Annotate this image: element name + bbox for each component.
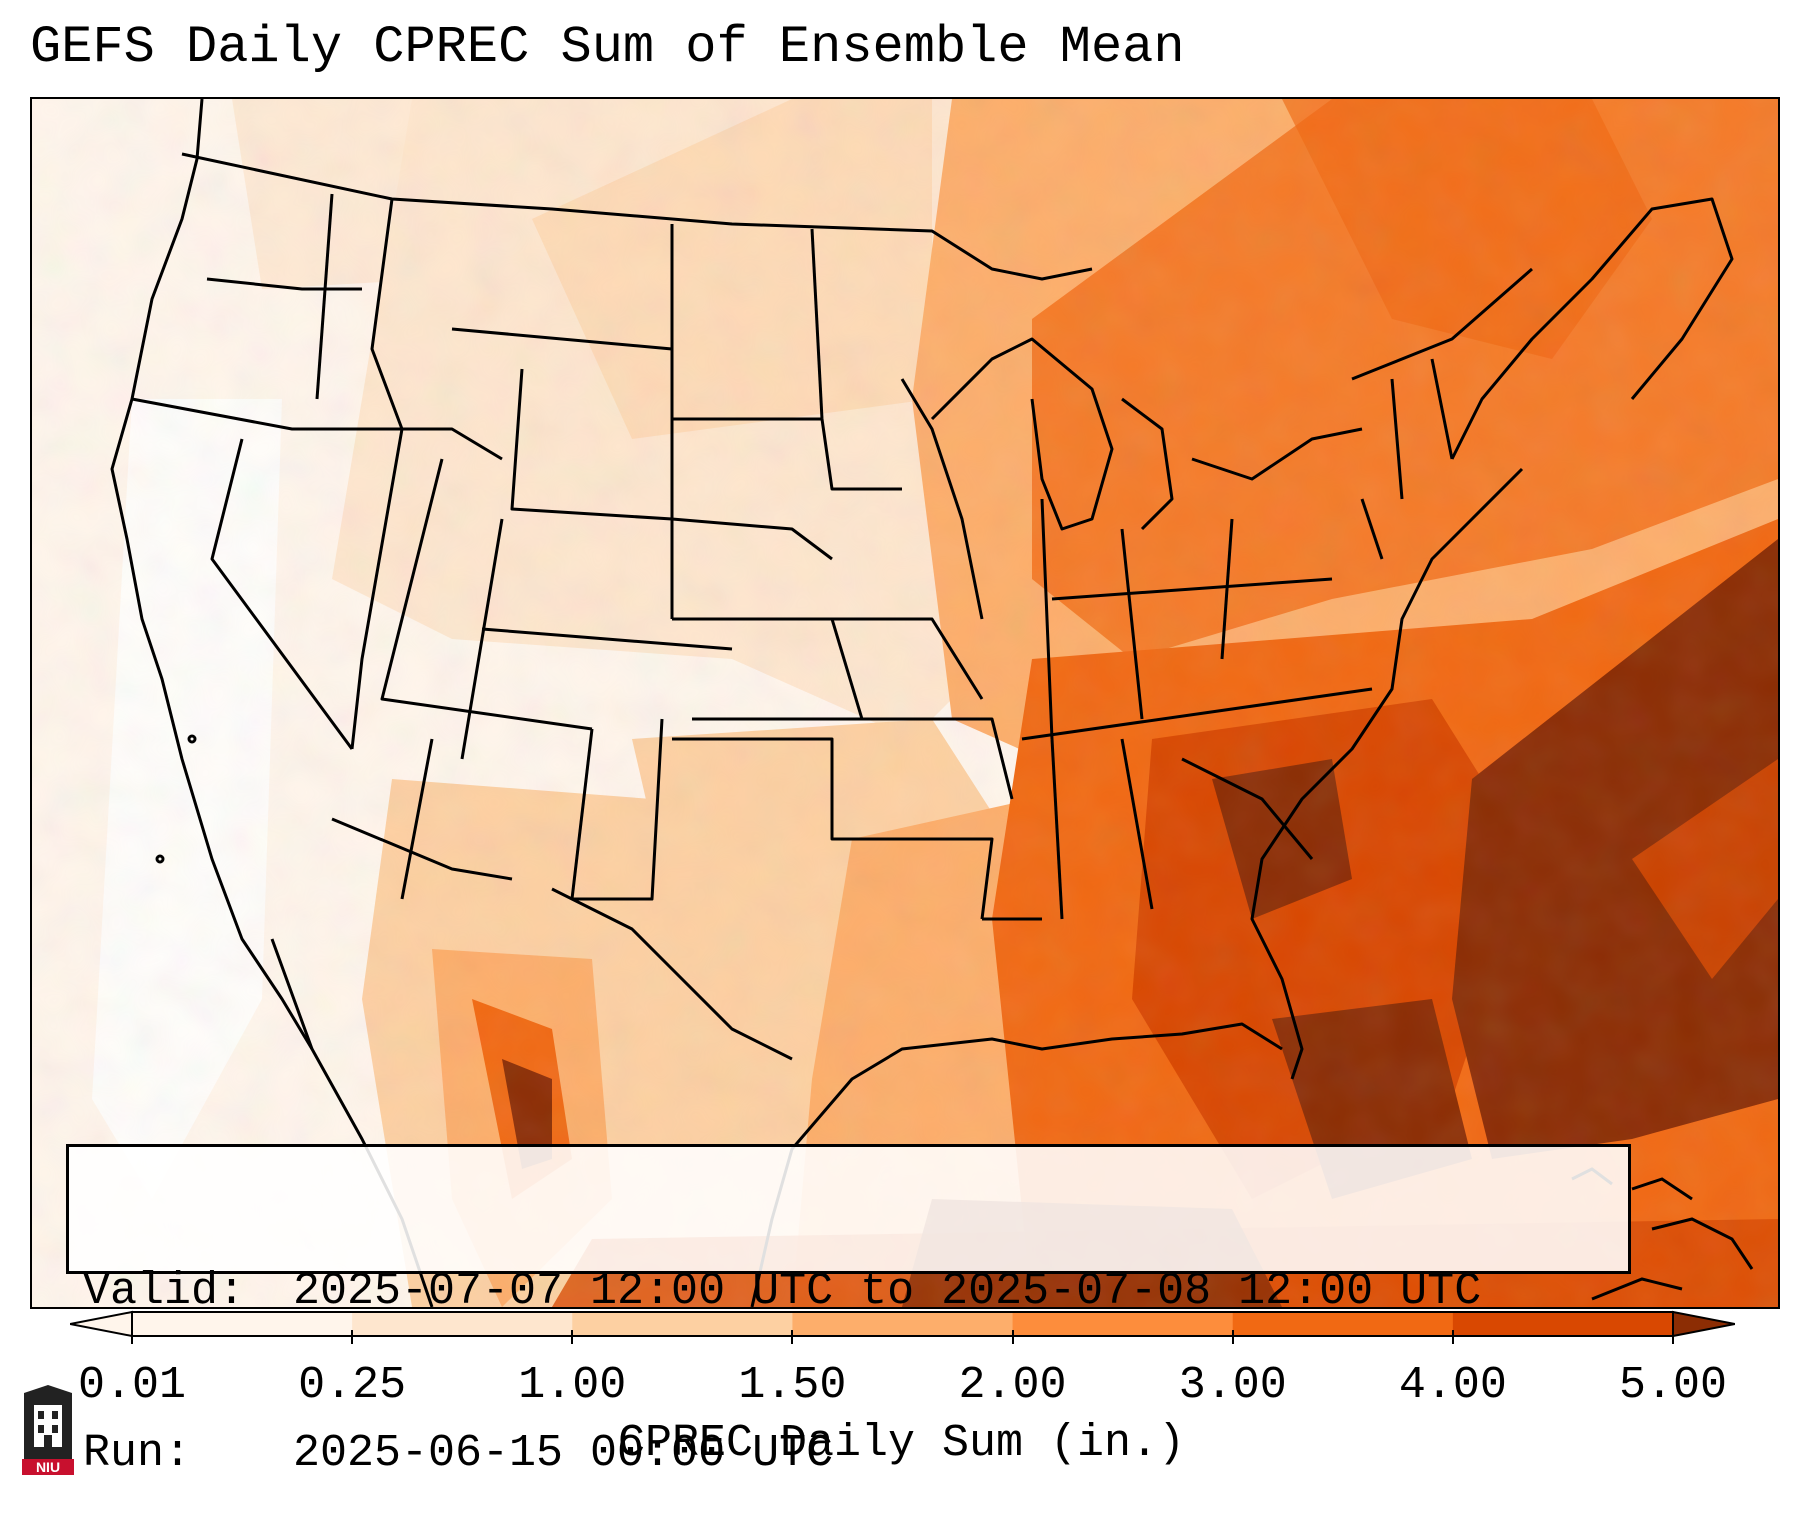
run-value: 2025-06-15 00:00 UTC (293, 1428, 834, 1479)
colorbar-label: CPREC Daily Sum (in.) (617, 1418, 1186, 1469)
colorbar-tick-label: 4.00 (1398, 1360, 1507, 1411)
colorbar-tick-label: 1.50 (738, 1360, 847, 1411)
colorbar-tick-label: 5.00 (1618, 1360, 1728, 1411)
colorbar-segment (1232, 1312, 1454, 1336)
colorbar-tick-label: 1.00 (518, 1360, 627, 1411)
colorbar-tick-label: 0.25 (298, 1360, 407, 1411)
colorbar-tick (1451, 1330, 1454, 1344)
colorbar-tick (131, 1330, 133, 1344)
colorbar-tick-label: 0.01 (77, 1360, 187, 1411)
colorbar-segment (1452, 1312, 1674, 1336)
map-title: GEFS Daily CPREC Sum of Ensemble Mean (30, 18, 1185, 77)
colorbar-tick (1011, 1330, 1014, 1344)
colorbar-segment (352, 1312, 573, 1336)
colorbar-tick (571, 1330, 574, 1344)
colorbar-segment (132, 1312, 353, 1336)
colorbar-tick-label: 2.00 (958, 1360, 1067, 1411)
precipitation-map (30, 97, 1780, 1309)
state-borders (110, 99, 1734, 1307)
colorbar-tick (791, 1330, 794, 1344)
valid-value: 2025-07-07 12:00 UTC to 2025-07-08 12:00… (293, 1266, 1482, 1317)
colorbar-ticks: 0.01 0.25 1.00 1.50 2.00 3.00 4.00 5.00 (0, 1330, 1803, 1411)
colorbar-segment (1012, 1312, 1234, 1336)
colorbar (70, 1310, 1735, 1338)
colorbar-tick (1231, 1330, 1234, 1344)
colorbar-segment (572, 1312, 793, 1336)
colorbar-outline (131, 1311, 1674, 1337)
colorbar-tick (351, 1330, 354, 1344)
info-box: Valid: 2025-07-07 12:00 UTC to 2025-07-08… (66, 1144, 1631, 1479)
niu-logo-text: NIU (36, 1459, 60, 1475)
valid-label: Valid: (83, 1266, 246, 1317)
run-label: Run: (83, 1428, 192, 1479)
colorbar-tick-label: 3.00 (1178, 1360, 1287, 1411)
colorbar-segment (792, 1312, 1014, 1336)
colorbar-tick (1672, 1330, 1674, 1344)
niu-castle-logo-icon: NIU (22, 1385, 74, 1475)
